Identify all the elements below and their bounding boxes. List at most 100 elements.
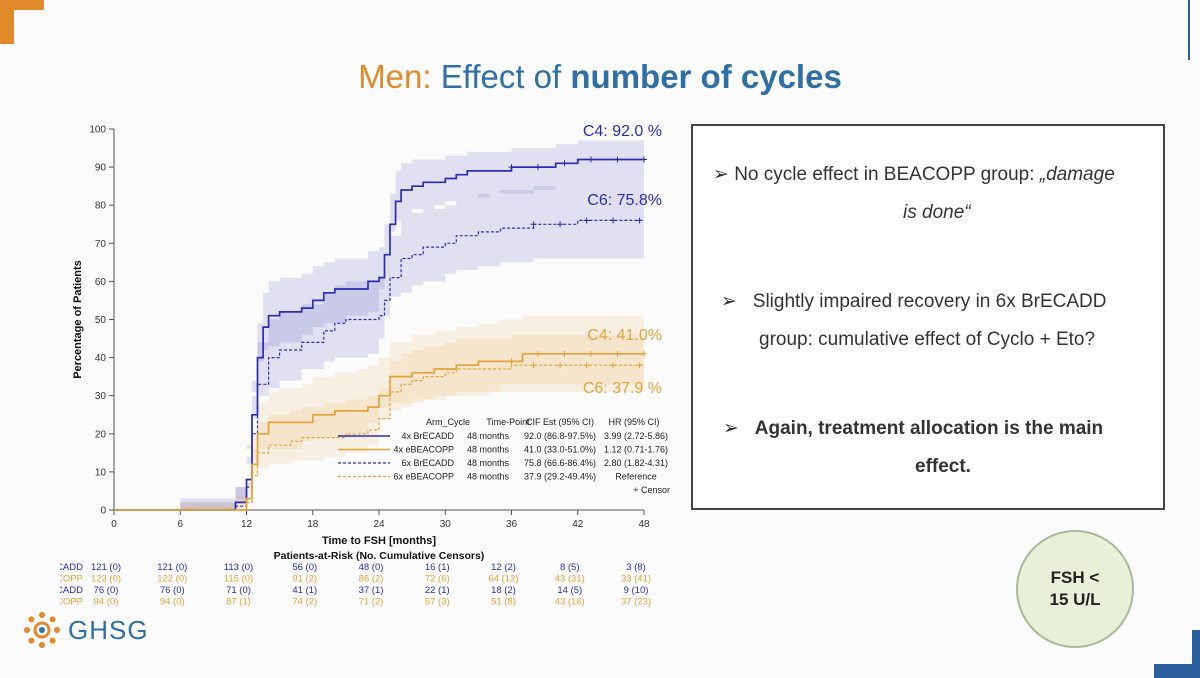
risk-cell: 91 (2) [292,574,317,585]
x-tick-label: 0 [111,519,117,530]
risk-cell: 3 (8) [626,562,646,573]
corner-accent-bottom-right [1154,664,1200,678]
risk-cell: 22 (1) [425,585,450,596]
risk-cell: 94 (0) [160,597,185,608]
risk-cell: 64 (12) [488,574,518,585]
series-line-6x-ebeacopp [114,364,644,511]
risk-cell: 121 (0) [91,562,121,573]
legend-cif: 75.8 (66.6-86.4%) [524,458,596,468]
risk-cell: 18 (2) [491,585,516,596]
corner-accent-top-right [1188,0,1190,60]
fsh-badge-line-1: FSH < [1050,568,1100,587]
y-tick-label: 50 [95,315,107,326]
censor-marker [641,350,647,357]
censor-marker [636,362,643,369]
risk-cell: 43 (16) [555,597,585,608]
censor-marker [641,156,647,163]
bullet-arrow-icon: ➢ [713,164,735,185]
risk-cell: 72 (6) [425,574,450,585]
slide-title: Men: Effect of number of cycles [0,58,1200,96]
corner-accent-top-left [0,0,44,44]
legend-timepoint: 48 months [467,472,510,482]
risk-cell: 43 (31) [555,574,585,585]
x-tick-label: 48 [638,519,650,530]
y-tick-label: 90 [95,163,107,174]
bullet-1-quote: „damage [1039,164,1115,185]
legend-hr: 3.99 (2.72-5.86) [604,431,668,441]
legend-timepoint: 48 months [467,445,510,455]
risk-cell: 9 (10) [624,585,649,596]
legend-arm: 6x BrECADD [401,458,454,468]
legend-header: Time-Point [486,417,530,427]
bullet-arrow-icon: ➢ [721,291,743,312]
risk-cell: 115 (0) [224,574,253,585]
censor-marker [583,362,590,369]
y-tick-label: 10 [95,467,107,478]
title-part-cycles: number of cycles [570,58,842,95]
cumulative-incidence-chart: 0 10 20 30 40 50 60 70 80 90 100 0 6 12 18 24 30 36 42 48 Ti… [60,123,670,608]
censor-marker [508,164,515,171]
censor-marker [588,156,594,163]
x-tick-label: 36 [506,519,518,530]
risk-cell: 76 (0) [94,585,119,596]
risk-table-title: Patients-at-Risk (No. Cumulative Censors… [274,550,485,562]
risk-cell: 57 (3) [425,597,450,608]
censor-marker [636,217,643,224]
censor-marker [535,164,541,171]
risk-cell: 33 (41) [621,574,651,585]
legend-cif: 92.0 (86.8-97.5%) [524,431,596,441]
legend-header: Arm_Cycle [426,417,470,427]
y-tick-label: 60 [95,277,107,288]
y-tick-label: 0 [100,506,106,517]
annotation-4: C6: 37.9 % [583,380,662,397]
ghsg-logo: GHSG [22,610,149,650]
series-line-4x-ebeacopp [114,352,644,511]
legend-cif: 41.0 (33.0-51.0%) [524,445,596,455]
bullet-3: ➢ Again, treatment allocation is the mai… [723,410,1103,448]
x-tick-label: 12 [241,519,253,530]
risk-cell: 41 (1) [292,585,317,596]
risk-cell: 37 (23) [621,597,651,608]
risk-cell: 86 (2) [359,574,384,585]
risk-cell: 71 (0) [226,585,251,596]
censor-marker [588,350,594,357]
y-tick-label: 40 [95,353,107,364]
risk-cell: 121 (0) [157,562,187,573]
annotation-1: C4: 92.0 % [583,123,662,140]
y-tick-label: 80 [95,201,107,212]
legend-timepoint: 48 months [467,431,510,441]
legend-header: CIF Est (95% CI) [526,417,594,427]
fsh-threshold-badge: FSH < 15 U/L [1016,530,1134,648]
censor-marker [535,350,541,357]
risk-cell: 56 (0) [292,562,317,573]
ci-band-2 [114,182,644,511]
title-part-effect: Effect of [440,58,562,95]
annotation-2: C6: 75.8% [587,192,662,209]
bullet-1-line-2: is done“ [903,202,971,223]
bullet-2-line-2: group: cumulative effect of Cyclo + Eto? [759,329,1096,350]
x-tick-label: 42 [572,519,584,530]
censor-marker [557,362,564,369]
title-part-men: Men: [358,58,432,95]
series-line-6x-brecadd [114,219,644,511]
y-tick-label: 30 [95,391,107,402]
y-tick-label: 70 [95,239,107,250]
censor-marker [530,362,537,369]
legend-arm: 6x eBEACOPP [393,472,454,482]
risk-cell: 12 (2) [491,562,516,573]
risk-cell: 76 (0) [160,585,185,596]
x-axis-label: Time to FSH [months] [322,535,436,547]
risk-cell: 87 (1) [226,597,251,608]
ghsg-logo-icon [24,612,60,648]
risk-cell: 113 (0) [224,562,253,573]
bullet-2-text: Slightly impaired recovery in 6x BrECADD [752,291,1107,312]
y-axis-label: Percentage of Patients [72,260,84,379]
censor-marker [610,217,617,224]
censor-marker [508,358,515,365]
legend-timepoint: 48 months [467,458,510,468]
legend-censor-label: + Censor [633,485,670,495]
x-tick-label: 6 [177,519,183,530]
censor-marker [614,156,621,163]
